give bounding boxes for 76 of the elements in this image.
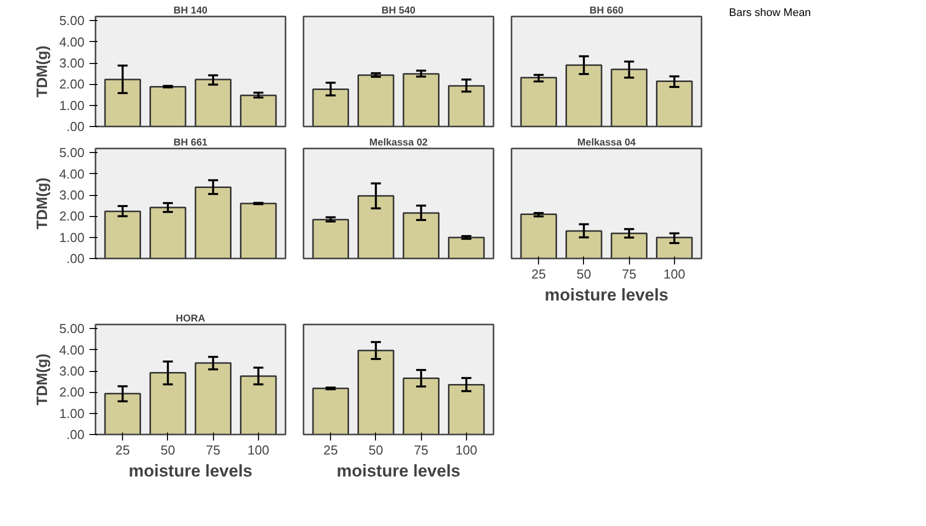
bar — [520, 76, 558, 126]
bar — [656, 236, 693, 258]
x-tick-label: 100 — [664, 266, 686, 282]
bar — [312, 218, 350, 258]
y-tick-label: 3.00 — [59, 364, 85, 379]
x-tick-label: 75 — [414, 442, 428, 458]
bar — [448, 384, 485, 434]
y-tick-label: .00 — [66, 427, 85, 442]
bar — [312, 88, 350, 126]
chart-title: Melkassa 04 — [577, 138, 636, 148]
bar — [194, 186, 232, 258]
x-tick-label: 100 — [248, 442, 270, 458]
y-tick-label: 3.00 — [59, 188, 85, 203]
bar — [520, 214, 558, 258]
bar — [149, 372, 186, 434]
bar — [402, 73, 440, 126]
bar — [610, 232, 648, 258]
x-tick-label: 50 — [368, 442, 384, 458]
bar — [357, 74, 394, 126]
bar — [240, 202, 277, 258]
y-tick-label: 3.00 — [59, 56, 85, 71]
bar — [149, 86, 186, 126]
bar — [240, 375, 277, 434]
chart-title: BH 660 — [590, 6, 624, 16]
x-tick-label: 25 — [115, 442, 130, 458]
bar — [610, 68, 648, 126]
bar — [312, 388, 350, 434]
bar — [565, 64, 602, 126]
x-tick-label: 100 — [456, 442, 478, 458]
x-tick-label: 50 — [576, 266, 592, 282]
y-tick-label: 2.00 — [59, 384, 85, 400]
y-tick-label: 4.00 — [59, 166, 85, 182]
bar — [104, 392, 142, 434]
bar — [448, 236, 485, 258]
y-tick-label: 4.00 — [59, 34, 85, 50]
x-tick-label: 75 — [622, 266, 636, 282]
y-tick-label: 1.00 — [59, 230, 85, 245]
chart-title: BH 661 — [174, 138, 208, 148]
y-tick-label: 5.00 — [59, 13, 85, 28]
x-axis-title: moisture levels — [128, 462, 252, 480]
x-tick-label: 25 — [323, 442, 338, 458]
chart-title: BH 540 — [382, 6, 416, 16]
y-tick-label: .00 — [66, 119, 85, 134]
y-axis-title: TDM(g) — [34, 354, 52, 406]
bar — [240, 94, 277, 126]
x-tick-label: 75 — [206, 442, 220, 458]
y-tick-label: 1.00 — [59, 406, 85, 421]
bar — [194, 78, 232, 126]
y-tick-label: 2.00 — [59, 208, 85, 224]
y-tick-label: 5.00 — [59, 321, 85, 336]
chart-title: BH 140 — [174, 6, 208, 16]
y-tick-label: 1.00 — [59, 98, 85, 113]
y-tick-label: 2.00 — [59, 76, 85, 92]
y-tick-label: 4.00 — [59, 342, 85, 358]
bar — [565, 230, 602, 258]
y-axis-title: TDM(g) — [34, 46, 52, 98]
y-tick-label: .00 — [66, 251, 85, 266]
bar — [104, 210, 142, 258]
x-tick-label: 50 — [160, 442, 176, 458]
x-axis-title: moisture levels — [336, 462, 460, 480]
bar — [194, 362, 232, 434]
y-axis-title: TDM(g) — [34, 178, 52, 230]
y-tick-label: 5.00 — [59, 145, 85, 160]
bar — [656, 80, 693, 126]
bar — [104, 78, 142, 126]
chart-title: Melkassa 02 — [369, 138, 428, 148]
chart-title: HORA — [176, 314, 206, 324]
bar — [402, 212, 440, 258]
bar — [357, 195, 394, 258]
bar — [448, 85, 485, 126]
x-tick-label: 25 — [531, 266, 546, 282]
x-axis-title: moisture levels — [544, 286, 668, 304]
bar — [402, 377, 440, 434]
bar — [149, 206, 186, 258]
text: Bars show Mean — [729, 6, 811, 21]
bar — [357, 350, 394, 434]
